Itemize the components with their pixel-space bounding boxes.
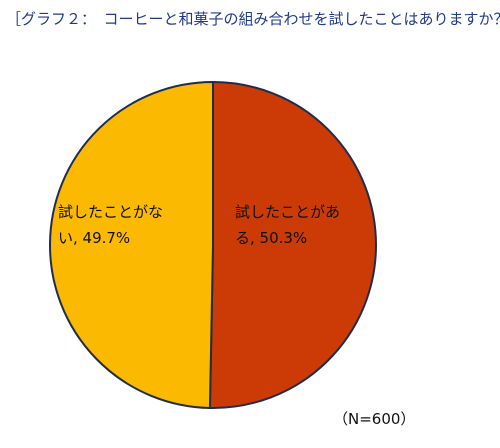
pie-slice-2 xyxy=(49,80,214,409)
chart-title: ［グラフ２： コーヒーと和菓子の組み合わせを試したことはありますか？］ xyxy=(6,10,500,28)
slice-label-2-line-2: い, 49.7% xyxy=(58,229,130,247)
slice-label-2-line-1: 試したことがな xyxy=(58,203,163,221)
slice-label-1-line-1: 試したことがあ xyxy=(235,203,340,221)
slice-label-2: 試したことがない, 49.7% xyxy=(58,203,163,247)
slice-label-1: 試したことがある, 50.3% xyxy=(235,203,340,247)
sample-size-note: （N=600） xyxy=(333,410,416,428)
pie-slice-1 xyxy=(208,80,377,409)
slice-label-1-line-2: る, 50.3% xyxy=(235,229,307,247)
